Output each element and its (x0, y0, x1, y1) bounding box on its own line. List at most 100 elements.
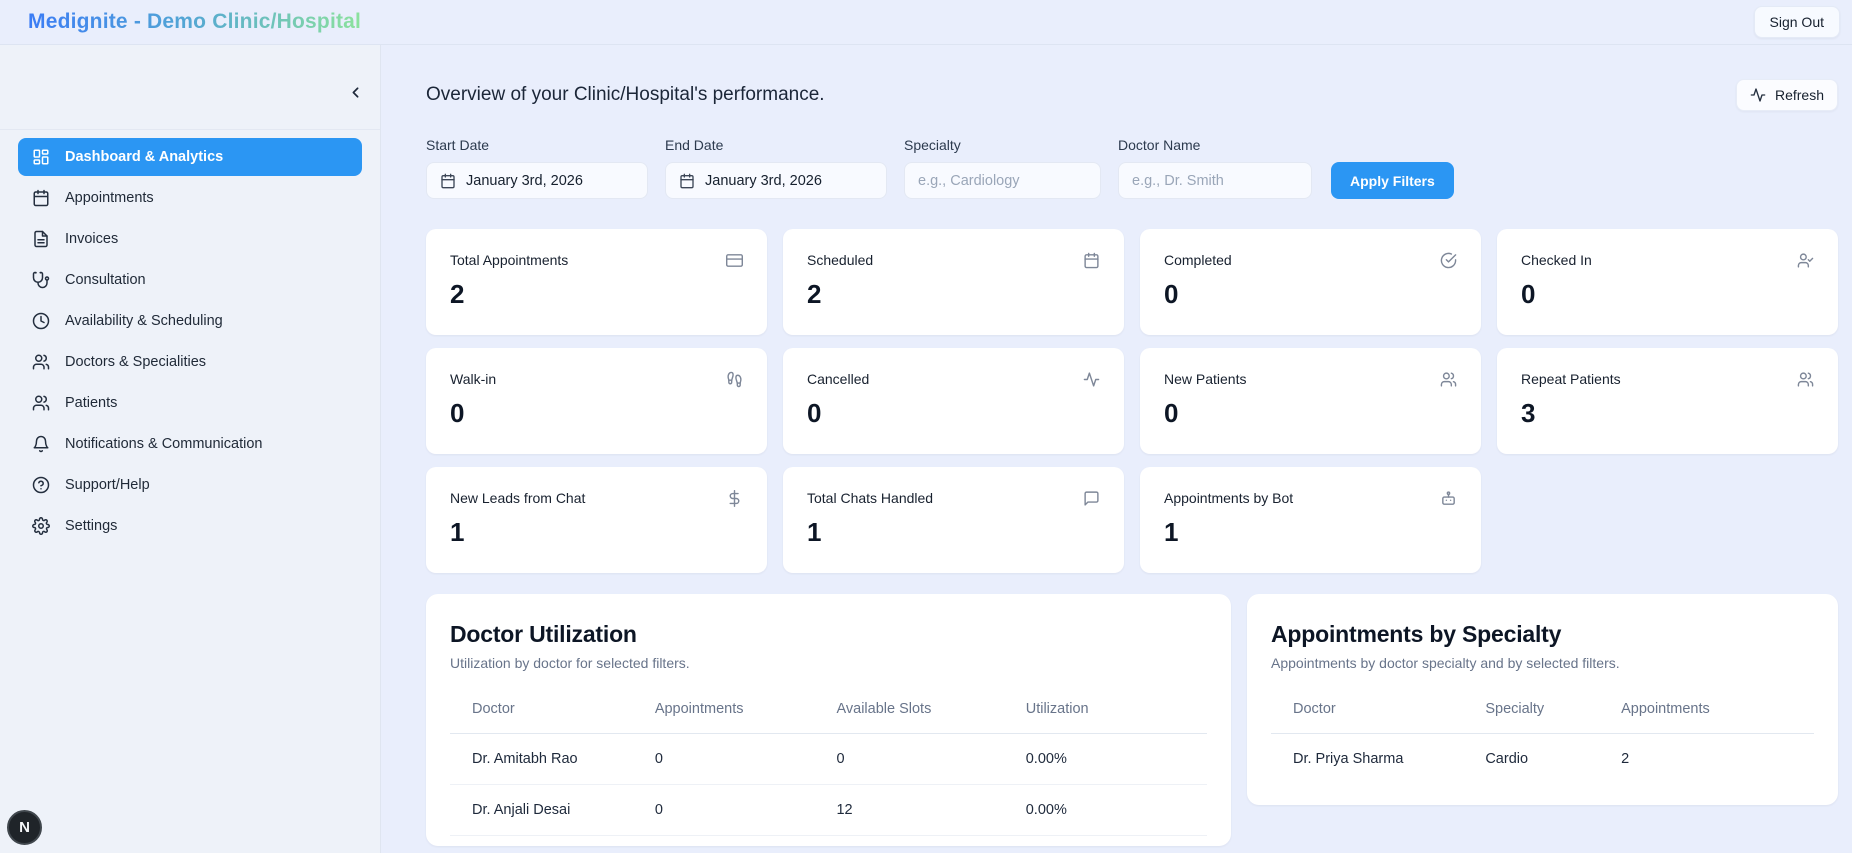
sidebar-nav: Dashboard & Analytics Appointments Invoi… (0, 130, 380, 556)
stat-value: 3 (1521, 398, 1536, 428)
doctor-utilization-title: Doctor Utilization (450, 621, 637, 647)
stat-card-completed: Completed 0 (1140, 229, 1481, 335)
specialty-label: Specialty (904, 137, 961, 153)
message-square-icon (1084, 491, 1099, 506)
stat-card-repeat-patients: Repeat Patients 3 (1497, 348, 1838, 454)
user-check-icon (1797, 253, 1814, 268)
appointments-by-specialty-title: Appointments by Specialty (1271, 621, 1562, 647)
stat-card-scheduled: Scheduled 2 (783, 229, 1124, 335)
available-slots-cell: 12 (828, 784, 1018, 836)
sidebar-item-dashboard-analytics[interactable]: Dashboard & Analytics (18, 138, 362, 176)
doctor-name-input[interactable] (1118, 162, 1312, 199)
appointments-cell: 2 (1621, 751, 1630, 767)
stat-label: Completed (1164, 252, 1232, 268)
users-icon (1797, 372, 1814, 387)
stat-card-total-appointments: Total Appointments 2 (426, 229, 767, 335)
stat-value: 0 (450, 398, 465, 428)
sidebar-item-settings[interactable]: Settings (18, 507, 362, 545)
main-content: Overview of your Clinic/Hospital's perfo… (381, 45, 1852, 853)
doctor-utilization-subtitle: Utilization by doctor for selected filte… (450, 655, 690, 671)
stat-value: 1 (1164, 517, 1179, 547)
doctor-utilization-table: Doctor Appointments Available Slots Util… (450, 695, 1207, 836)
sidebar-item-consultation[interactable]: Consultation (18, 261, 362, 299)
dollar-sign-icon (729, 490, 740, 507)
credit-card-icon (726, 254, 743, 267)
filters-bar: Start Date January 3rd, 2026 End Date Ja… (426, 137, 1838, 199)
calendar-icon (680, 173, 694, 188)
sidebar-item-label: Support/Help (65, 477, 150, 493)
help-circle-icon (32, 476, 50, 494)
sidebar-item-label: Patients (65, 395, 118, 411)
appointments-cell: 0 (646, 733, 829, 785)
available-slots-cell: 0 (828, 733, 1018, 785)
stethoscope-icon (32, 271, 50, 289)
utilization-cell: 0.00% (1017, 784, 1207, 836)
utilization-cell: 0.00% (1017, 733, 1207, 785)
stat-card-checked-in: Checked In 0 (1497, 229, 1838, 335)
doctor-utilization-panel: Doctor Utilization Utilization by doctor… (426, 594, 1231, 846)
table-row: Dr. Priya Sharma Cardio 2 (1271, 734, 1814, 796)
layout-dashboard-icon (33, 149, 49, 165)
column-header: Specialty (1477, 695, 1614, 734)
calendar-icon (441, 173, 455, 188)
floating-n-badge[interactable]: N (7, 810, 42, 845)
users-icon (1440, 372, 1457, 387)
sidebar-item-invoices[interactable]: Invoices (18, 220, 362, 258)
stat-label: Walk-in (450, 371, 497, 387)
stat-value: 0 (807, 398, 822, 428)
sidebar-item-notifications-communication[interactable]: Notifications & Communication (18, 425, 362, 463)
stat-card-walk-in: Walk-in 0 (426, 348, 767, 454)
activity-icon (1750, 88, 1766, 102)
doctor-name-cell: Dr. Priya Sharma (1293, 751, 1404, 767)
start-date-label: Start Date (426, 137, 490, 153)
sidebar-top (0, 45, 380, 130)
stat-label: Total Appointments (450, 252, 569, 268)
sidebar-item-availability-scheduling[interactable]: Availability & Scheduling (18, 302, 362, 340)
bot-icon (1442, 491, 1455, 505)
refresh-label: Refresh (1774, 87, 1824, 103)
start-date-picker[interactable]: January 3rd, 2026 (426, 162, 648, 199)
start-date-value: January 3rd, 2026 (466, 172, 583, 189)
appointments-by-specialty-subtitle: Appointments by doctor specialty and by … (1271, 655, 1620, 671)
stat-label: Repeat Patients (1521, 371, 1621, 387)
clock-icon (32, 312, 50, 330)
app-header: Medignite - Demo Clinic/Hospital Sign Ou… (0, 0, 1852, 45)
calendar-icon (1084, 252, 1099, 269)
stat-label: New Leads from Chat (450, 490, 586, 506)
sidebar-item-label: Settings (65, 518, 118, 534)
stat-value: 0 (1164, 279, 1179, 309)
refresh-button[interactable]: Refresh (1735, 79, 1838, 111)
sidebar-item-patients[interactable]: Patients (18, 384, 362, 422)
specialty-input[interactable] (904, 162, 1101, 199)
stat-value: 0 (1164, 398, 1179, 428)
table-row: Dr. Amitabh Rao 0 0 0.00% (450, 733, 1207, 785)
appointments-cell: 0 (646, 784, 829, 836)
appointments-by-specialty-panel: Appointments by Specialty Appointments b… (1247, 594, 1838, 805)
check-circle-icon (1440, 252, 1457, 269)
column-header: Doctor (450, 695, 647, 734)
sidebar-collapse-button[interactable] (340, 77, 370, 107)
sidebar-item-doctors-specialities[interactable]: Doctors & Specialities (18, 343, 362, 381)
stat-card-total-chats-handled: Total Chats Handled 1 (783, 467, 1124, 573)
stat-card-appointments-by-bot: Appointments by Bot 1 (1140, 467, 1481, 573)
stat-value: 1 (450, 517, 465, 547)
users-icon (32, 354, 50, 370)
stat-card-new-leads-from-chat: New Leads from Chat 1 (426, 467, 767, 573)
sidebar-item-label: Consultation (65, 272, 146, 288)
calendar-icon (33, 189, 49, 207)
users-icon (32, 395, 50, 411)
stat-card-new-patients: New Patients 0 (1140, 348, 1481, 454)
sidebar-item-label: Doctors & Specialities (65, 354, 207, 370)
footprints-icon (727, 371, 742, 388)
sidebar-item-label: Availability & Scheduling (65, 313, 223, 329)
doctor-name-label: Doctor Name (1118, 137, 1201, 153)
sidebar-item-support-help[interactable]: Support/Help (18, 466, 362, 504)
sidebar: Dashboard & Analytics Appointments Invoi… (0, 45, 381, 853)
stat-value: 0 (1521, 279, 1536, 309)
doctor-name-cell: Dr. Amitabh Rao (450, 733, 647, 785)
end-date-value: January 3rd, 2026 (705, 172, 822, 189)
sign-out-button[interactable]: Sign Out (1753, 6, 1840, 38)
sidebar-item-appointments[interactable]: Appointments (18, 179, 362, 217)
apply-filters-button[interactable]: Apply Filters (1331, 162, 1454, 199)
end-date-picker[interactable]: January 3rd, 2026 (665, 162, 887, 199)
